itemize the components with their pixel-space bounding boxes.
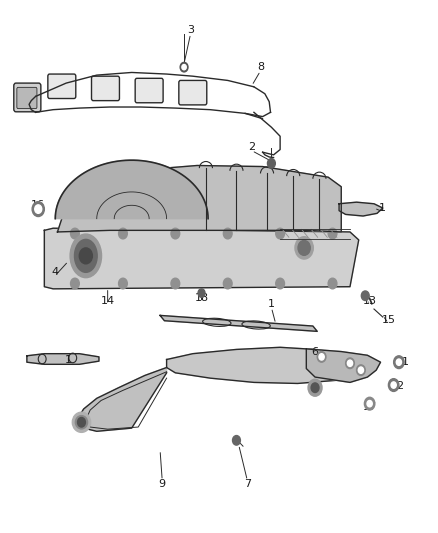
Circle shape — [311, 383, 319, 392]
Circle shape — [317, 352, 326, 362]
Circle shape — [119, 278, 127, 289]
Circle shape — [276, 228, 285, 239]
Circle shape — [71, 278, 79, 289]
Circle shape — [119, 228, 127, 239]
Circle shape — [180, 62, 188, 72]
Circle shape — [171, 228, 180, 239]
Ellipse shape — [298, 240, 310, 255]
Circle shape — [361, 291, 369, 301]
Circle shape — [78, 417, 85, 427]
Polygon shape — [55, 160, 208, 219]
FancyBboxPatch shape — [135, 78, 163, 103]
FancyBboxPatch shape — [92, 76, 120, 101]
Circle shape — [396, 359, 402, 366]
Polygon shape — [306, 349, 381, 382]
Circle shape — [171, 278, 180, 289]
Polygon shape — [27, 354, 99, 365]
Circle shape — [391, 382, 396, 388]
Text: 3: 3 — [187, 25, 194, 35]
Circle shape — [233, 435, 240, 445]
Circle shape — [347, 360, 353, 367]
Text: 13: 13 — [363, 296, 377, 306]
Circle shape — [79, 248, 92, 264]
Text: 2: 2 — [248, 142, 255, 152]
Ellipse shape — [75, 416, 88, 429]
Polygon shape — [44, 228, 359, 289]
Circle shape — [319, 354, 324, 360]
Polygon shape — [57, 165, 341, 232]
Text: 14: 14 — [101, 296, 115, 306]
Text: 8: 8 — [257, 62, 264, 72]
Text: 15: 15 — [382, 314, 396, 325]
Ellipse shape — [70, 234, 102, 278]
Polygon shape — [160, 316, 317, 332]
Circle shape — [32, 201, 44, 216]
Text: 18: 18 — [194, 293, 208, 303]
Text: 17: 17 — [363, 402, 377, 413]
Ellipse shape — [295, 237, 313, 259]
Circle shape — [35, 205, 42, 213]
Text: 5: 5 — [309, 384, 316, 394]
Circle shape — [182, 64, 186, 70]
Polygon shape — [166, 348, 367, 383]
Text: 1: 1 — [268, 298, 275, 309]
Text: 9: 9 — [159, 480, 166, 489]
Text: 1: 1 — [65, 354, 72, 365]
Circle shape — [389, 378, 399, 391]
Text: 6: 6 — [311, 346, 318, 357]
Circle shape — [328, 278, 337, 289]
Circle shape — [346, 358, 354, 368]
FancyBboxPatch shape — [17, 87, 37, 109]
Circle shape — [308, 379, 322, 396]
Circle shape — [364, 397, 375, 410]
Text: 16: 16 — [31, 200, 45, 211]
Circle shape — [276, 278, 285, 289]
Circle shape — [268, 159, 276, 168]
FancyBboxPatch shape — [179, 80, 207, 105]
Polygon shape — [339, 202, 383, 216]
Circle shape — [358, 367, 364, 373]
Circle shape — [198, 289, 205, 297]
Text: 1: 1 — [379, 203, 386, 213]
Ellipse shape — [72, 412, 91, 432]
Circle shape — [223, 228, 232, 239]
Circle shape — [328, 228, 337, 239]
Text: 4: 4 — [52, 267, 59, 277]
Text: 7: 7 — [244, 480, 251, 489]
Circle shape — [357, 365, 365, 375]
Ellipse shape — [74, 239, 97, 272]
Polygon shape — [77, 368, 166, 431]
Text: 11: 11 — [396, 357, 410, 367]
Circle shape — [223, 278, 232, 289]
Circle shape — [394, 356, 404, 368]
Text: 12: 12 — [391, 381, 405, 391]
FancyBboxPatch shape — [48, 74, 76, 99]
FancyBboxPatch shape — [14, 83, 41, 112]
Circle shape — [367, 400, 372, 407]
Circle shape — [71, 228, 79, 239]
